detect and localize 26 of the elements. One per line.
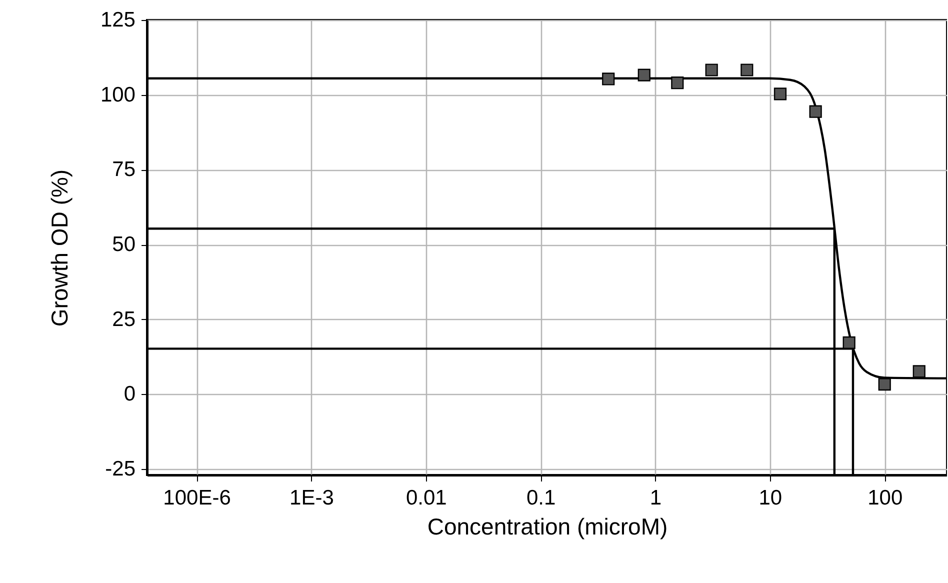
y-tick-label: 75	[112, 158, 136, 182]
point	[671, 76, 684, 90]
point	[842, 336, 856, 349]
point	[740, 64, 754, 76]
y-tick-label: 50	[112, 233, 136, 256]
y-tick-label: 100	[100, 83, 136, 106]
x-tick-label: 10	[758, 486, 782, 510]
x-tick-label: 100	[868, 486, 903, 510]
x-tick-label: 0.1	[526, 486, 556, 510]
y-axis-title: Growth OD (%)	[46, 169, 72, 327]
y-tick-label: 0	[124, 382, 136, 406]
x-tick-label: 1E-3	[290, 486, 334, 510]
y-tick-label: 125	[100, 8, 136, 32]
point	[602, 72, 615, 86]
y-tick-label: -25	[105, 458, 136, 481]
point	[878, 378, 891, 391]
point	[638, 68, 650, 82]
x-tick-label: 1	[650, 486, 662, 510]
x-tick-label: 100E-6	[163, 486, 231, 510]
point	[809, 105, 822, 118]
point	[774, 88, 787, 100]
x-tick-label: 0.01	[406, 486, 447, 510]
x-axis-title: Concentration (microM)	[427, 514, 668, 540]
point	[705, 64, 718, 76]
point	[912, 365, 926, 378]
y-tick-label: 25	[112, 308, 136, 331]
